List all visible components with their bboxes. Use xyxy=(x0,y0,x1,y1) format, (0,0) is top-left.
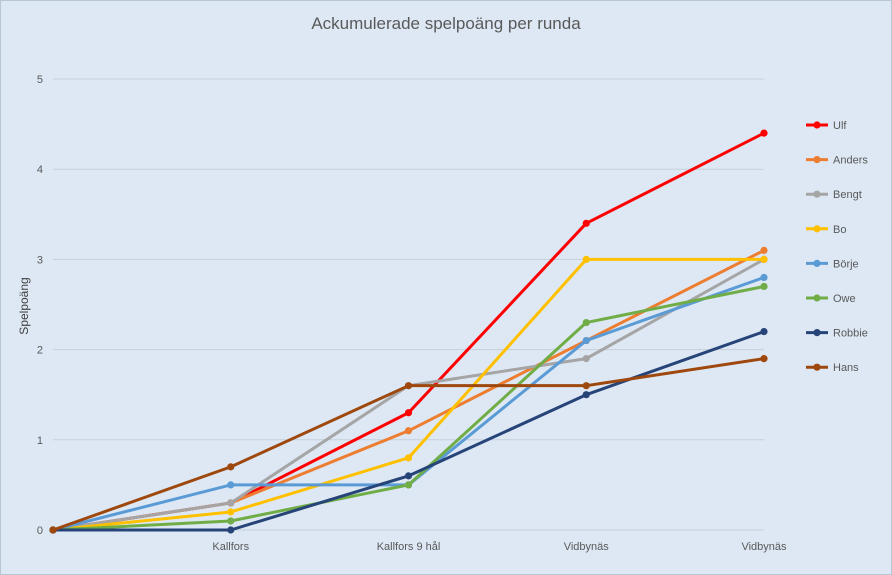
data-point xyxy=(582,355,590,363)
data-point xyxy=(582,219,590,227)
y-tick-labels: 0 1 2 3 4 5 xyxy=(37,74,43,537)
data-point xyxy=(582,391,590,399)
data-point xyxy=(760,246,768,254)
data-point xyxy=(227,463,235,471)
x-tick-label: Vidbynäs xyxy=(564,541,610,553)
legend-label: Bengt xyxy=(833,189,862,201)
legend-marker xyxy=(813,225,821,233)
y-tick-label: 1 xyxy=(37,435,43,447)
legend-marker xyxy=(813,363,821,371)
data-point xyxy=(760,129,768,137)
y-tick-label: 5 xyxy=(37,74,43,86)
data-point xyxy=(227,526,235,534)
x-tick-labels: Kallfors Kallfors 9 hål Vidbynäs Vidbynäs xyxy=(212,541,787,553)
legend-label: Börje xyxy=(833,258,859,270)
data-point xyxy=(760,273,768,282)
legend-label: Owe xyxy=(833,293,856,305)
data-point xyxy=(227,517,235,525)
data-point xyxy=(404,472,413,480)
data-point xyxy=(404,382,413,390)
data-point xyxy=(404,454,413,462)
legend-marker xyxy=(813,259,821,267)
data-point xyxy=(227,508,235,516)
legend-marker xyxy=(813,156,821,164)
data-point xyxy=(760,255,768,263)
data-point xyxy=(404,481,413,489)
x-tick-label: Vidbynäs xyxy=(741,541,787,553)
legend: Ulf Anders Bengt Bo Börje Owe Robbie Hans xyxy=(806,120,868,374)
legend-label: Bo xyxy=(833,224,846,236)
x-tick-label: Kallfors 9 hål xyxy=(377,541,441,553)
legend-label: Ulf xyxy=(833,120,847,132)
data-point xyxy=(49,526,57,534)
y-tick-label: 2 xyxy=(37,345,43,357)
data-point xyxy=(404,409,413,417)
data-point xyxy=(582,255,590,263)
x-tick-label: Kallfors xyxy=(212,541,249,553)
chart-title: Ackumulerade spelpoäng per runda xyxy=(311,14,581,33)
gridlines xyxy=(53,78,764,531)
y-tick-label: 0 xyxy=(37,525,43,537)
data-point xyxy=(760,327,768,336)
series-line-ulf xyxy=(51,131,766,532)
series-line-bo xyxy=(51,257,766,532)
y-axis-label: Spelpoäng xyxy=(17,277,31,334)
data-point xyxy=(582,382,590,390)
y-tick-label: 4 xyxy=(37,164,43,176)
legend-label: Anders xyxy=(833,155,868,167)
series-lines xyxy=(49,129,768,534)
legend-marker xyxy=(813,190,821,198)
data-point xyxy=(760,282,768,291)
data-point xyxy=(227,481,235,489)
data-point xyxy=(760,355,768,363)
legend-marker xyxy=(813,121,821,129)
legend-label: Hans xyxy=(833,362,859,374)
legend-marker xyxy=(813,329,821,337)
y-tick-label: 3 xyxy=(37,254,43,266)
data-point xyxy=(582,318,590,327)
legend-label: Robbie xyxy=(833,328,868,340)
legend-marker xyxy=(813,294,821,302)
data-point xyxy=(227,499,235,507)
data-point xyxy=(582,336,590,345)
series-line-bengt xyxy=(51,257,766,532)
data-point xyxy=(404,427,413,435)
